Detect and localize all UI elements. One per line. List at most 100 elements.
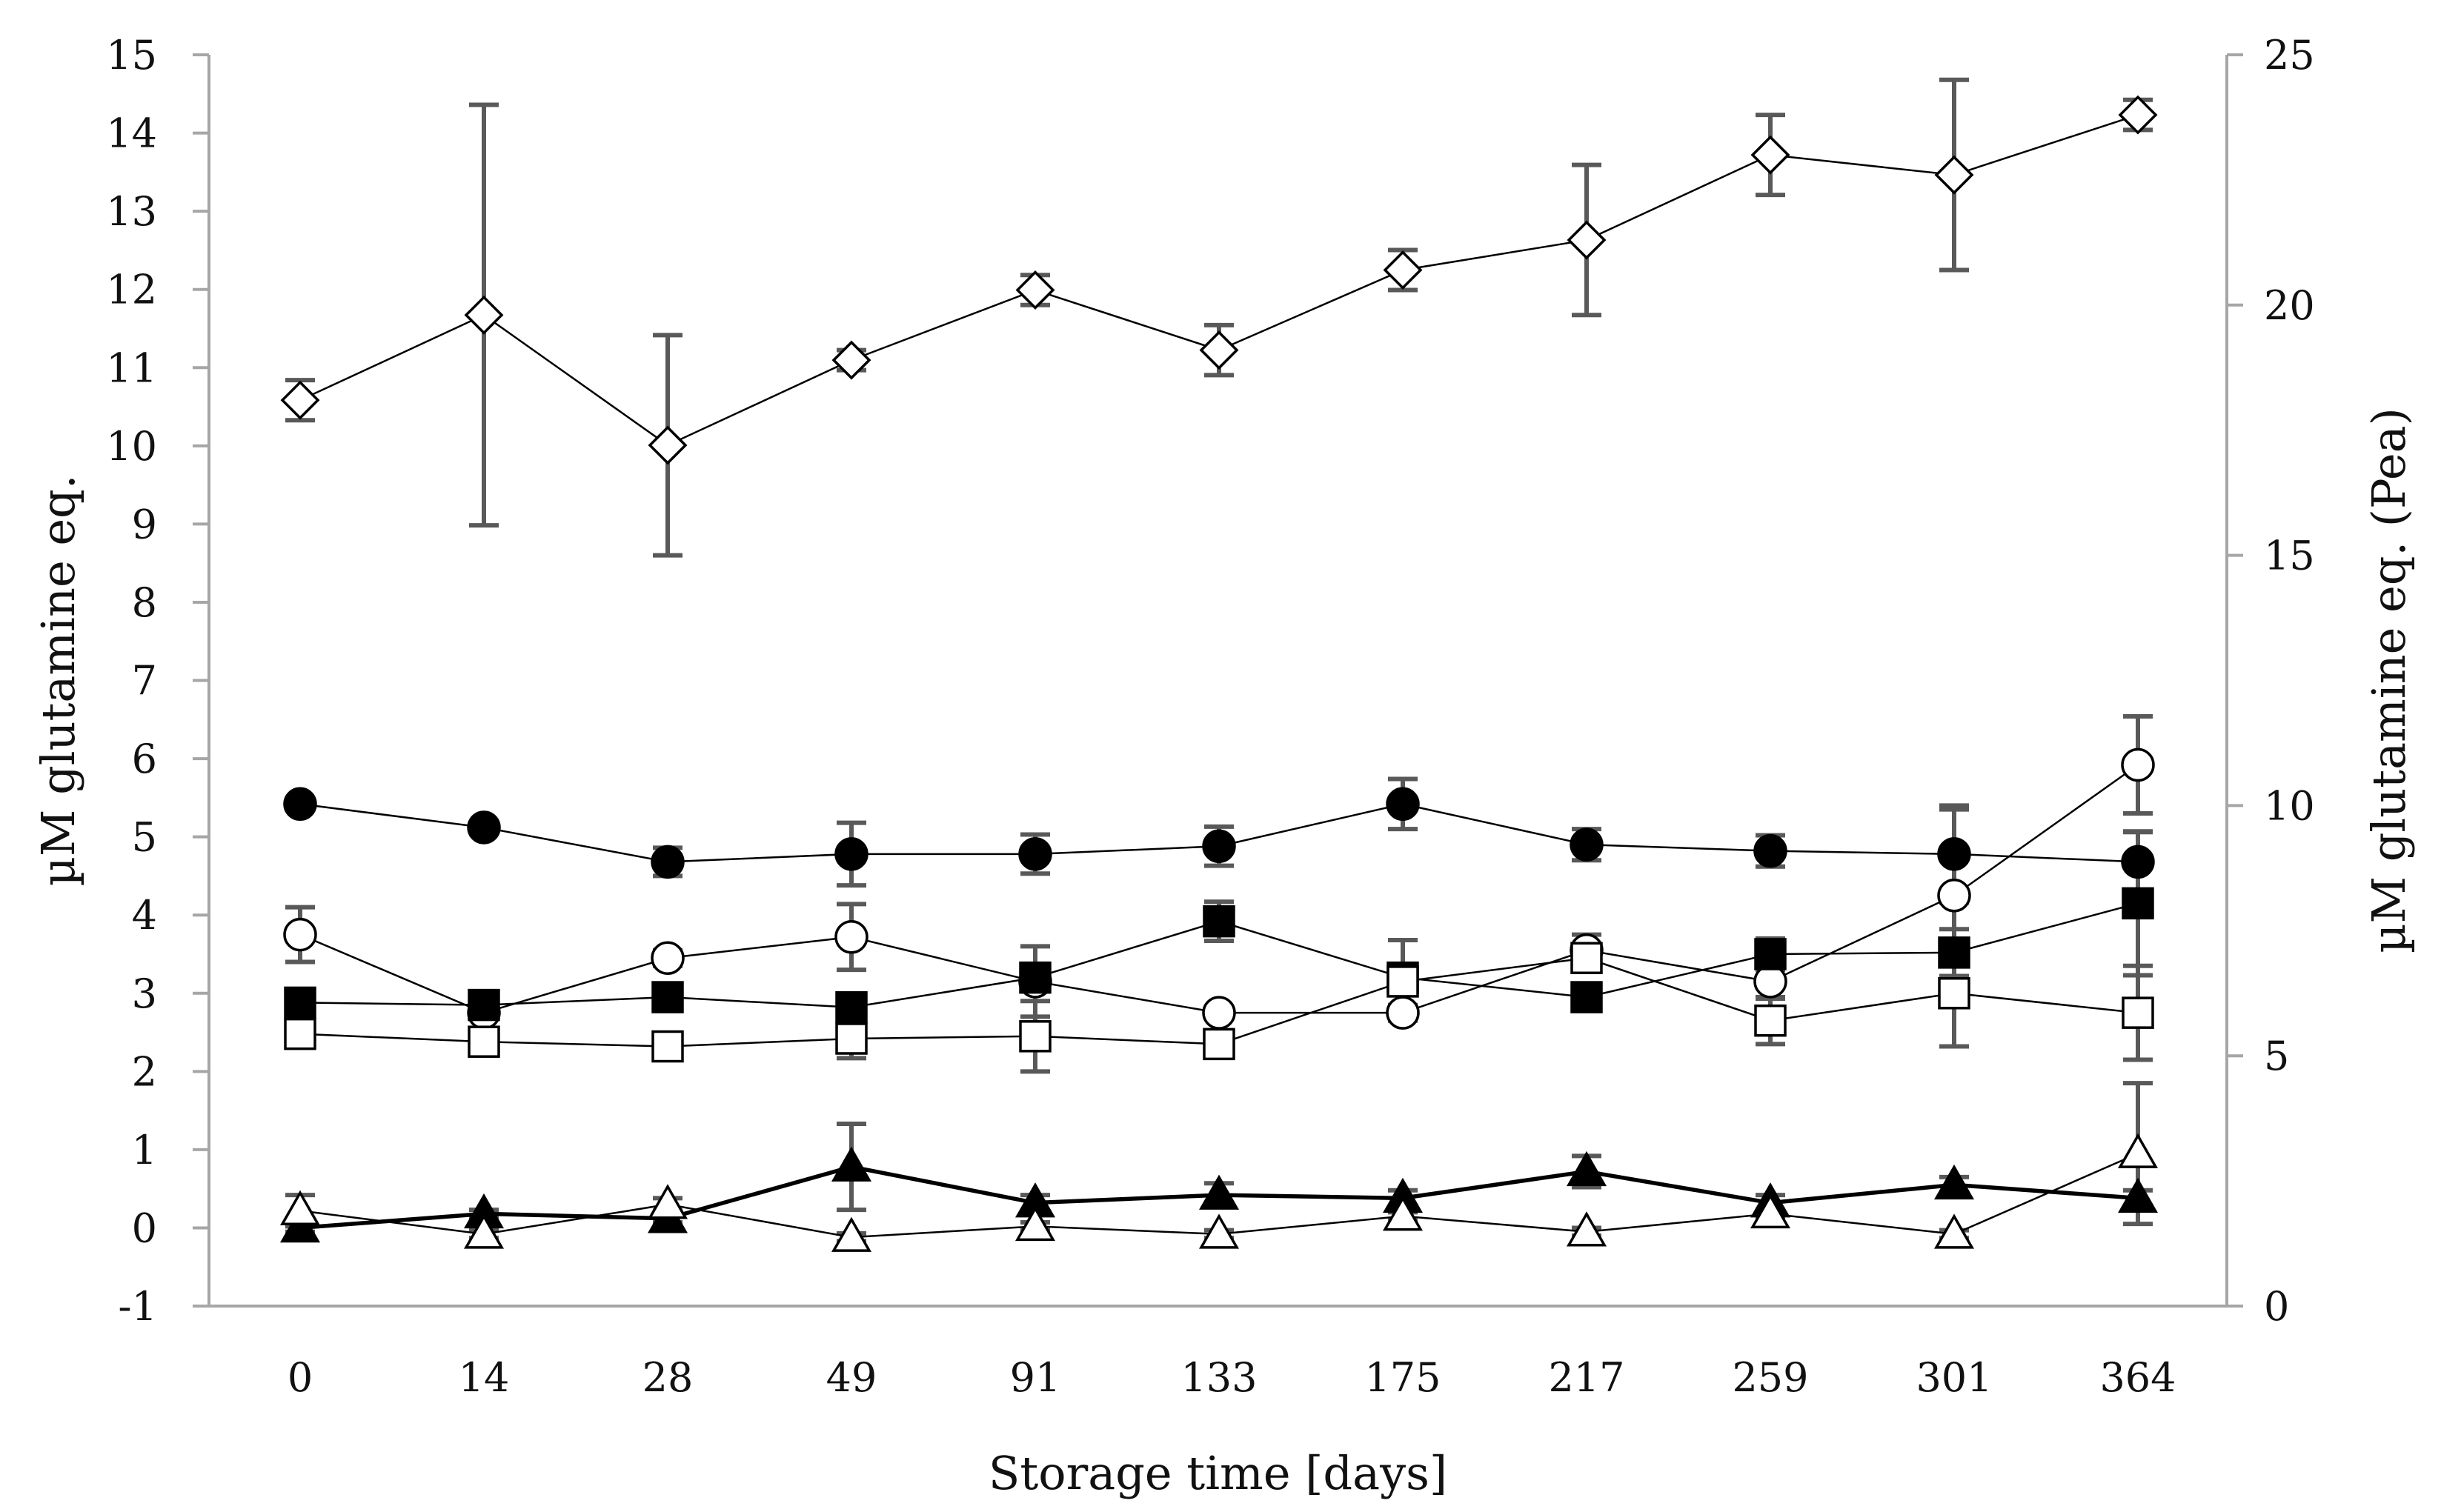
data-point	[1566, 1211, 1607, 1247]
data-point	[1014, 1205, 1056, 1242]
data-point	[831, 1216, 872, 1252]
y-tick-label: 4	[132, 892, 157, 939]
data-point	[1750, 135, 1790, 175]
series-markers	[279, 95, 2159, 1252]
y2-tick-label: 15	[2264, 533, 2315, 579]
y-tick-label: 7	[132, 658, 157, 705]
data-point	[651, 981, 684, 1013]
data-point	[2117, 1133, 2159, 1168]
x-tick-label: 259	[1732, 1354, 1808, 1401]
data-point	[648, 425, 688, 465]
y-tick-label: 13	[106, 188, 157, 235]
data-point	[1570, 942, 1603, 974]
data-point	[2122, 887, 2154, 920]
data-point	[1567, 220, 1607, 260]
data-point	[1750, 1193, 1791, 1229]
data-point	[1199, 330, 1239, 370]
data-point	[284, 1017, 316, 1050]
data-point	[1753, 833, 1787, 868]
x-tick-label: 91	[1010, 1354, 1061, 1401]
data-point	[1018, 837, 1052, 871]
y-tick-label: -1	[118, 1283, 157, 1330]
x-tick-label: 0	[288, 1354, 313, 1401]
data-point	[1386, 965, 1419, 998]
data-point	[1938, 936, 1970, 969]
error-bars	[285, 77, 2153, 1244]
data-point	[1933, 1164, 1975, 1200]
data-point	[1937, 837, 1971, 871]
series-lines	[299, 113, 2139, 1239]
data-point	[2117, 1177, 2159, 1213]
x-tick-label: 28	[642, 1354, 694, 1401]
y-tick-label: 12	[106, 267, 157, 313]
y-tick-label: 0	[132, 1205, 157, 1251]
data-point	[468, 1025, 500, 1058]
series-line	[299, 764, 2139, 1014]
x-tick-label: 217	[1548, 1354, 1624, 1401]
data-point	[1933, 1213, 1975, 1249]
data-point	[2122, 996, 2154, 1029]
y2-tick-label: 20	[2264, 282, 2315, 329]
data-point	[1203, 905, 1235, 938]
data-point	[1202, 829, 1236, 864]
data-point	[835, 1022, 868, 1055]
data-point	[1202, 996, 1236, 1030]
x-tick-label: 133	[1180, 1354, 1257, 1401]
axes	[193, 53, 2243, 1308]
data-point	[1754, 1004, 1787, 1037]
data-point	[463, 1213, 505, 1249]
data-point	[283, 787, 317, 822]
data-point	[280, 380, 320, 420]
data-point	[1382, 1196, 1424, 1231]
y-tick-label: 9	[132, 501, 157, 547]
data-point	[835, 991, 868, 1024]
x-tick-label: 14	[459, 1354, 510, 1401]
y-tick-label: 1	[132, 1127, 157, 1173]
y-tick-label: 11	[106, 344, 157, 391]
data-point	[1570, 981, 1603, 1013]
data-point	[1934, 155, 1974, 195]
y-tick-label: 10	[106, 423, 157, 470]
data-point	[834, 837, 869, 871]
y2-tick-label: 0	[2264, 1283, 2289, 1330]
data-point	[1198, 1213, 1240, 1249]
data-point	[2121, 747, 2155, 782]
data-point	[2121, 845, 2155, 879]
data-point	[651, 845, 685, 879]
data-point	[1570, 827, 1604, 862]
data-point	[279, 1207, 321, 1243]
data-point	[1938, 977, 1970, 1010]
data-point	[1386, 996, 1420, 1030]
data-point	[1386, 787, 1420, 822]
y-axis-title: µM glutamine eq.	[31, 475, 85, 887]
data-point	[467, 810, 501, 845]
y2-tick-label: 5	[2264, 1033, 2289, 1079]
y-tick-label: 15	[106, 32, 157, 79]
data-point	[1754, 938, 1787, 970]
data-point	[279, 1190, 321, 1225]
data-point	[651, 1030, 684, 1063]
data-point	[1198, 1174, 1240, 1210]
data-point	[1203, 1028, 1235, 1061]
y-tick-label: 14	[106, 110, 157, 157]
data-point	[834, 919, 869, 954]
y2-tick-label: 25	[2264, 32, 2315, 79]
x-axis-title: Storage time [days]	[989, 1446, 1447, 1500]
y-tick-label: 6	[132, 736, 157, 782]
x-tick-label: 175	[1364, 1354, 1441, 1401]
data-point	[2118, 95, 2158, 135]
data-point	[284, 986, 316, 1019]
y-tick-label: 5	[132, 814, 157, 861]
data-point	[1566, 1150, 1607, 1187]
data-point	[1753, 965, 1787, 999]
data-point	[1383, 250, 1423, 290]
data-point	[831, 340, 871, 380]
data-point	[283, 917, 317, 952]
series-line	[299, 113, 2139, 447]
data-point	[651, 941, 685, 975]
x-tick-label: 49	[826, 1354, 877, 1401]
data-point	[831, 1146, 872, 1182]
data-point	[1937, 879, 1971, 913]
x-tick-label: 301	[1916, 1354, 1992, 1401]
